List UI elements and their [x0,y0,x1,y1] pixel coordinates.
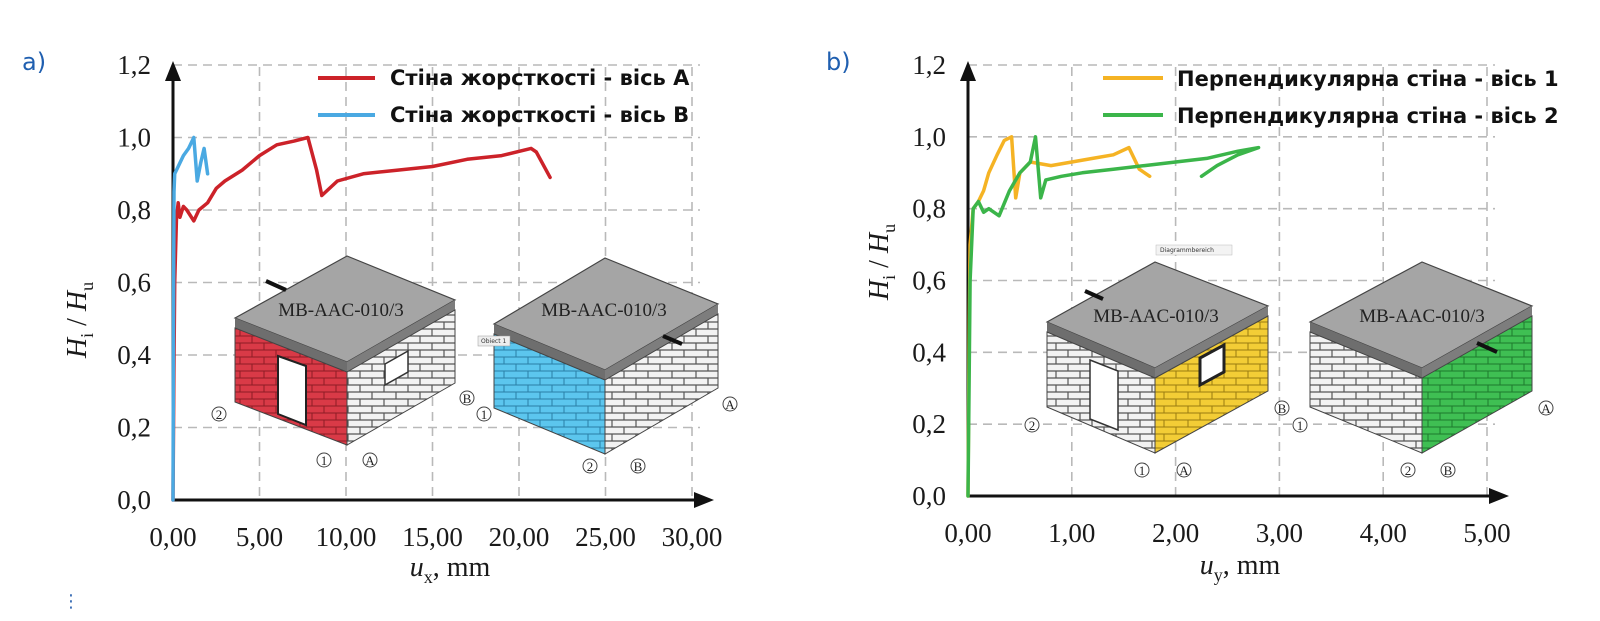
marker-B-b2: B [1444,463,1453,478]
marker-B-a2: B [634,459,643,474]
series-line-b-1 [966,135,1261,498]
x-tick-label-a-3: 15,00 [402,522,463,552]
legend-label-a-1: Стіна жорсткості - вісь B [390,103,689,127]
house-illustration-axis-b: MB-AAC-010/3 Obiect 1 1 2 B A [476,257,738,474]
y-tick-label-b-3: 0,6 [912,266,946,296]
y-tick-label-a-6: 1,2 [117,50,151,80]
y-tick-label-a-5: 1,0 [117,123,151,153]
more-menu-icon[interactable]: ⋮ [62,591,80,612]
x-axis-label-a: ux, mm [410,552,491,587]
x-tick-label-a-6: 30,00 [662,522,723,552]
panel-label-a: a) [22,48,46,76]
y-axis-arrow-b [960,61,976,81]
x-tick-label-a-2: 10,00 [316,522,377,552]
marker-A-a2: A [725,397,735,412]
x-tick-label-a-0: 0,00 [149,522,196,552]
house-illustration-axis-a: MB-AAC-010/3 2 1 A B [211,255,475,468]
x-tick-label-b-1: 1,00 [1048,518,1095,548]
series-group-b [966,135,1261,498]
ticks-a: 0,0 0,2 0,4 0,6 0,8 1,0 1,2 0,00 5,00 10,00 15,00 2… [117,50,722,552]
panel-label-b: b) [826,48,851,76]
x-tick-label-b-0: 0,00 [944,518,991,548]
y-tick-label-a-0: 0,0 [117,485,151,515]
house-illustration-axis-1: MB-AAC-010/3 2 1 A B Diagrammbereich [1024,244,1290,478]
y-axis-arrow-a [165,61,181,81]
x-axis-label-b: uy, mm [1200,550,1281,585]
x-axis-arrow-a [694,492,714,508]
series-line-a-0 [171,135,552,502]
y-tick-label-a-2: 0,4 [117,340,151,370]
x-tick-label-a-4: 20,00 [489,522,550,552]
legend-label-b-0: Перпендикулярна стіна - вісь 1 [1177,67,1559,91]
x-tick-label-b-2: 2,00 [1152,518,1199,548]
marker-2-a1: 2 [216,407,223,422]
marker-B-a1: B [463,391,472,406]
y-axis-label-a: Hi / Hu [62,282,97,359]
y-tick-label-b-1: 0,2 [912,409,946,439]
marker-A-b1: A [1179,463,1189,478]
chart-panel-a: a) 0,0 0,2 0,4 0,6 0,8 1,0 1,2 0,00 5,00 10,00 15,… [22,48,738,587]
house-label-a1: MB-AAC-010/3 [278,300,404,321]
marker-A-a1: A [365,453,375,468]
x-tick-label-b-5: 5,00 [1463,518,1510,548]
y-tick-label-b-0: 0,0 [912,481,946,511]
marker-1-b2: 1 [1297,418,1304,433]
y-axis-label-b: Hi / Hu [864,224,899,301]
marker-1-a1: 1 [321,453,328,468]
house-label-b2: MB-AAC-010/3 [1359,306,1485,327]
legend-a: Стіна жорсткості - вісь A Стіна жорсткос… [318,66,690,127]
y-tick-label-a-3: 0,6 [117,268,151,298]
marker-1-b1: 1 [1139,463,1146,478]
x-tick-label-b-3: 3,00 [1256,518,1303,548]
marker-B-b1: B [1278,401,1287,416]
marker-2-a2: 2 [587,459,594,474]
small-tag-a: Obiect 1 [481,338,506,345]
chart-panel-b: b) 0,0 0,2 0,4 0,6 0,8 1,0 1,2 0,00 1,00 2,00 3,00… [826,48,1559,585]
x-tick-label-b-4: 4,00 [1360,518,1407,548]
x-tick-label-a-1: 5,00 [236,522,283,552]
series-group-a [171,135,552,502]
marker-2-b2: 2 [1405,463,1412,478]
marker-A-b2: A [1541,401,1551,416]
x-axis-arrow-b [1489,488,1509,504]
y-tick-label-b-5: 1,0 [912,122,946,152]
house-illustration-axis-2: MB-AAC-010/3 1 2 B A [1292,261,1554,478]
legend-b: Перпендикулярна стіна - вісь 1 Перпендик… [1103,67,1559,128]
y-tick-label-b-6: 1,2 [912,50,946,80]
marker-2-b1: 2 [1029,418,1036,433]
legend-label-a-0: Стіна жорсткості - вісь A [390,66,690,90]
marker-1-a2: 1 [481,407,488,422]
x-tick-label-a-5: 25,00 [575,522,636,552]
legend-label-b-1: Перпендикулярна стіна - вісь 2 [1177,104,1559,128]
y-tick-label-b-2: 0,4 [912,337,946,367]
house-label-a2: MB-AAC-010/3 [541,300,667,321]
y-tick-label-a-4: 0,8 [117,195,151,225]
series-line-a-1 [171,135,210,502]
house-label-b1: MB-AAC-010/3 [1093,306,1219,327]
y-tick-label-a-1: 0,2 [117,413,151,443]
small-tag-b: Diagrammbereich [1160,247,1214,254]
ticks-b: 0,0 0,2 0,4 0,6 0,8 1,0 1,2 0,00 1,00 2,00 3,00 4,0… [912,50,1510,548]
y-tick-label-b-4: 0,8 [912,194,946,224]
